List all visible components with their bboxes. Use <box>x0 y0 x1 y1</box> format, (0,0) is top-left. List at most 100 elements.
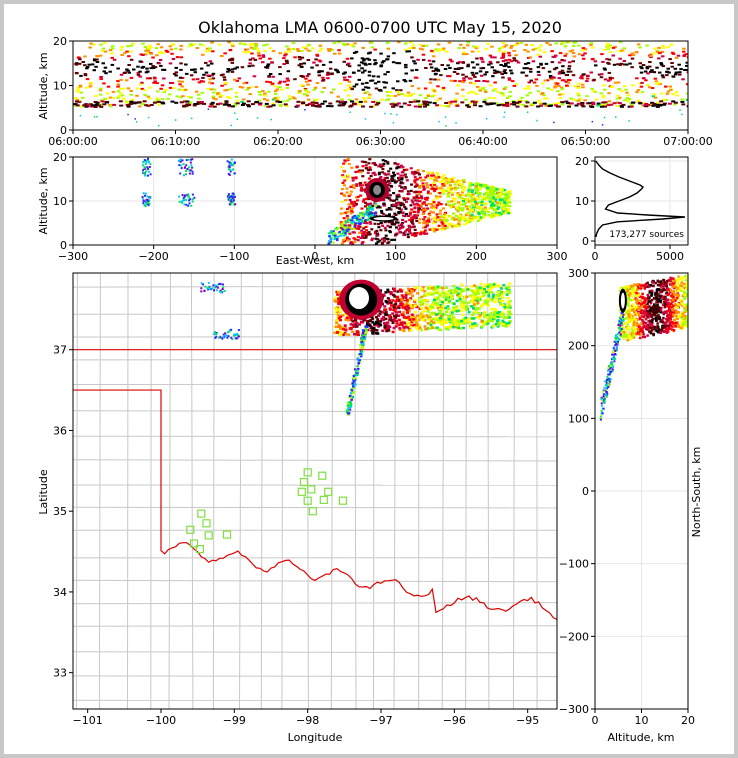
density-cell <box>661 76 666 79</box>
density-cell <box>364 201 368 204</box>
density-cell <box>312 99 317 102</box>
plan-view-x-tick-label: −98 <box>296 714 319 727</box>
density-cell <box>536 66 541 69</box>
density-cell <box>208 60 213 63</box>
density-cell <box>139 102 144 105</box>
density-cell <box>441 86 446 89</box>
density-cell <box>116 83 121 86</box>
density-cell <box>577 53 582 56</box>
density-cell <box>208 47 212 50</box>
density-cell <box>620 49 624 52</box>
density-cell <box>450 294 454 298</box>
density-cell <box>508 95 512 98</box>
density-cell <box>475 187 479 190</box>
plan-view-y-tick-label: 34 <box>53 586 67 599</box>
density-cell <box>447 315 451 318</box>
density-cell <box>197 97 201 100</box>
density-cell <box>386 288 390 292</box>
density-cell <box>485 198 489 201</box>
density-cell <box>394 226 398 229</box>
density-cell <box>659 92 664 95</box>
density-cell <box>172 72 177 75</box>
density-cell <box>81 61 85 63</box>
density-cell <box>185 198 188 201</box>
density-cell <box>348 232 352 235</box>
density-cell <box>158 124 160 127</box>
density-cell <box>225 334 228 337</box>
density-cell <box>613 81 618 84</box>
density-cell <box>353 214 357 217</box>
density-cell <box>315 53 319 56</box>
density-cell <box>342 175 346 178</box>
density-cell <box>328 67 333 70</box>
density-cell <box>508 310 511 313</box>
density-cell <box>622 60 627 62</box>
density-cell <box>370 208 373 211</box>
density-cell <box>460 320 464 323</box>
density-cell <box>397 62 402 65</box>
density-cell <box>83 64 87 67</box>
density-cell <box>416 211 420 214</box>
time-height-ticks: 06:00:00 06:10:00 06:20:00 06:30:00 06:40:00… <box>48 35 712 148</box>
density-cell <box>383 305 387 308</box>
density-cell <box>475 286 479 289</box>
density-cell <box>92 59 97 62</box>
density-cell <box>459 218 463 221</box>
density-cell <box>514 59 519 62</box>
density-cell <box>503 307 507 311</box>
density-cell <box>441 183 445 186</box>
density-cell <box>392 52 396 55</box>
density-cell <box>492 295 495 299</box>
density-cell <box>383 322 386 325</box>
density-cell <box>412 215 416 218</box>
density-cell <box>492 69 497 72</box>
density-cell <box>89 81 93 84</box>
density-cell <box>655 301 658 304</box>
density-cell <box>662 282 665 286</box>
density-cell <box>73 104 77 107</box>
plan-view-y-tick-label: 33 <box>53 667 67 680</box>
density-cell <box>263 94 268 97</box>
density-cell <box>351 184 355 187</box>
density-cell <box>659 100 664 103</box>
density-cell <box>507 316 511 319</box>
density-cell <box>382 162 386 165</box>
density-cell <box>388 197 392 200</box>
density-cell <box>435 213 439 216</box>
density-cell <box>418 221 421 224</box>
density-cell <box>420 312 424 315</box>
density-cell <box>455 310 459 313</box>
density-cell <box>453 100 458 103</box>
density-cell <box>127 55 131 58</box>
density-cell <box>556 90 560 93</box>
density-cell <box>387 329 391 332</box>
density-cell <box>204 61 208 64</box>
density-cell <box>401 313 405 316</box>
density-cell <box>634 313 637 317</box>
density-cell <box>487 214 491 217</box>
density-cell <box>611 46 616 49</box>
density-cell <box>189 161 192 164</box>
density-cell <box>378 89 382 92</box>
density-cell <box>419 204 423 207</box>
density-cell <box>430 187 434 190</box>
density-cell <box>504 324 508 327</box>
density-cell <box>211 50 215 53</box>
lma-station-marker <box>204 531 213 540</box>
time-height-x-tick-label: 07:00:00 <box>663 135 712 148</box>
density-cell <box>425 303 429 306</box>
density-cell <box>418 218 422 221</box>
density-cell <box>317 71 321 74</box>
density-cell <box>415 318 419 322</box>
density-cell <box>347 238 351 241</box>
density-cell <box>348 406 351 409</box>
density-cell <box>658 83 662 85</box>
density-cell <box>364 86 368 89</box>
density-cell <box>195 103 200 105</box>
density-cell <box>417 190 421 193</box>
density-cell <box>175 95 179 98</box>
density-cell <box>631 101 636 104</box>
density-cell <box>590 87 594 90</box>
density-cell <box>120 54 124 56</box>
